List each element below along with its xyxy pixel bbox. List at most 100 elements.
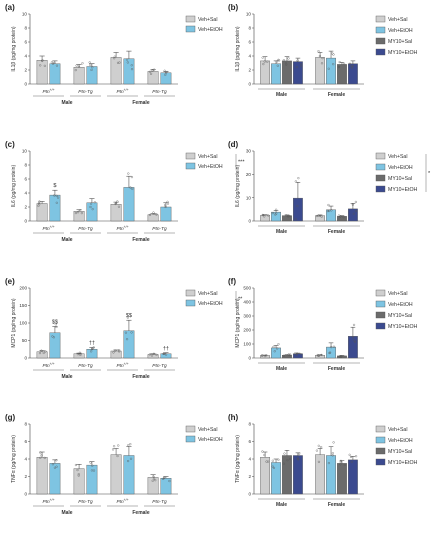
legend-label: MY10+Sal <box>388 313 412 319</box>
sex-label: Female <box>132 100 149 106</box>
legend-swatch <box>375 311 386 319</box>
data-point <box>299 353 302 356</box>
legend-label: Veh+Sal <box>388 17 407 23</box>
bar <box>315 215 325 222</box>
data-point <box>127 459 130 463</box>
data-point <box>296 204 299 208</box>
data-point <box>317 444 320 447</box>
data-point <box>116 61 120 64</box>
data-point <box>129 186 132 189</box>
y-tick-label: 0 <box>248 492 251 497</box>
data-point <box>267 214 270 217</box>
data-point <box>332 441 335 444</box>
sex-label: Female <box>328 229 345 235</box>
data-point <box>352 323 356 326</box>
data-point <box>287 353 290 356</box>
bar <box>86 202 98 222</box>
data-point <box>339 215 342 218</box>
data-point <box>285 63 288 66</box>
y-axis-title: MCP1 (pg/mg protein) <box>235 298 241 348</box>
bar <box>36 457 48 495</box>
data-point <box>56 196 60 199</box>
y-tick-label: 6 <box>248 40 251 45</box>
data-point <box>113 55 116 58</box>
y-tick-label: 10 <box>22 12 28 17</box>
data-point <box>41 59 44 63</box>
data-point <box>89 205 92 209</box>
legend-label: Veh+EtOH <box>388 165 413 171</box>
y-tick-label: 500 <box>243 286 251 291</box>
data-point <box>76 353 79 356</box>
legend-swatch <box>375 48 386 56</box>
bar <box>123 330 135 359</box>
data-point <box>55 465 58 468</box>
data-point <box>75 64 78 67</box>
data-point <box>89 63 92 67</box>
data-point <box>355 455 358 458</box>
bar <box>147 354 159 359</box>
sex-label: Male <box>61 100 72 106</box>
superscript: +/+ <box>124 498 129 502</box>
data-point <box>43 64 46 67</box>
bar <box>49 332 61 359</box>
legend-label: MY10+Sal <box>388 176 412 182</box>
data-point <box>320 62 324 65</box>
bar <box>73 468 85 495</box>
superscript: +/+ <box>124 225 129 229</box>
panel-b: (b) 0 2 4 6 8 10 IL1β (pg/mg protein) Male Female… <box>228 3 418 98</box>
data-point <box>315 449 318 452</box>
legend-swatch <box>375 289 386 297</box>
y-tick-label: 4 <box>24 457 27 462</box>
data-point <box>263 453 266 457</box>
superscript: +/+ <box>50 498 55 502</box>
data-point <box>55 194 58 197</box>
sex-label: Female <box>328 366 345 372</box>
bar <box>49 463 61 495</box>
sex-label: Male <box>276 229 287 235</box>
data-point <box>92 469 96 472</box>
y-tick-label: 20 <box>246 172 252 177</box>
y-tick-label: 300 <box>243 314 251 319</box>
data-point <box>165 353 168 356</box>
data-point <box>76 468 79 472</box>
y-tick-label: 0 <box>24 219 27 224</box>
data-point <box>125 58 129 61</box>
y-tick-label: 8 <box>248 26 251 31</box>
data-point <box>263 355 267 358</box>
y-tick-label: 0 <box>24 492 27 497</box>
data-point <box>162 352 165 356</box>
bar <box>49 194 61 222</box>
data-point <box>164 203 167 207</box>
data-point <box>44 350 47 353</box>
data-point <box>351 64 354 67</box>
data-point <box>151 69 154 72</box>
data-point <box>118 61 121 64</box>
data-point <box>282 59 285 62</box>
data-point <box>287 215 290 218</box>
data-point <box>350 65 353 68</box>
bar <box>293 455 303 495</box>
data-point <box>272 466 276 469</box>
data-point <box>40 349 43 352</box>
data-point <box>77 474 80 477</box>
panel-h: (h) 0 2 4 6 8 TNFα (pg/mg protein) Male Female Ve… <box>228 413 418 508</box>
significance-marker: †† <box>163 346 169 352</box>
bar <box>260 60 270 85</box>
data-point <box>116 200 119 203</box>
data-point <box>149 70 152 73</box>
y-axis-title: TNFα (pg/mg protein) <box>11 435 17 483</box>
data-point <box>265 460 268 463</box>
y-tick-label: 150 <box>19 303 27 308</box>
data-point <box>287 57 290 60</box>
bar <box>110 57 122 85</box>
data-point <box>348 453 351 456</box>
panel-letter: (a) <box>5 3 15 12</box>
data-point <box>330 346 333 349</box>
bar <box>110 454 122 495</box>
data-point <box>294 218 297 221</box>
data-point <box>74 69 77 72</box>
legend-label: MY10+EtOH <box>388 187 418 193</box>
data-point <box>263 215 266 218</box>
legend-label: Veh+EtOH <box>198 27 223 33</box>
data-point <box>274 213 277 216</box>
